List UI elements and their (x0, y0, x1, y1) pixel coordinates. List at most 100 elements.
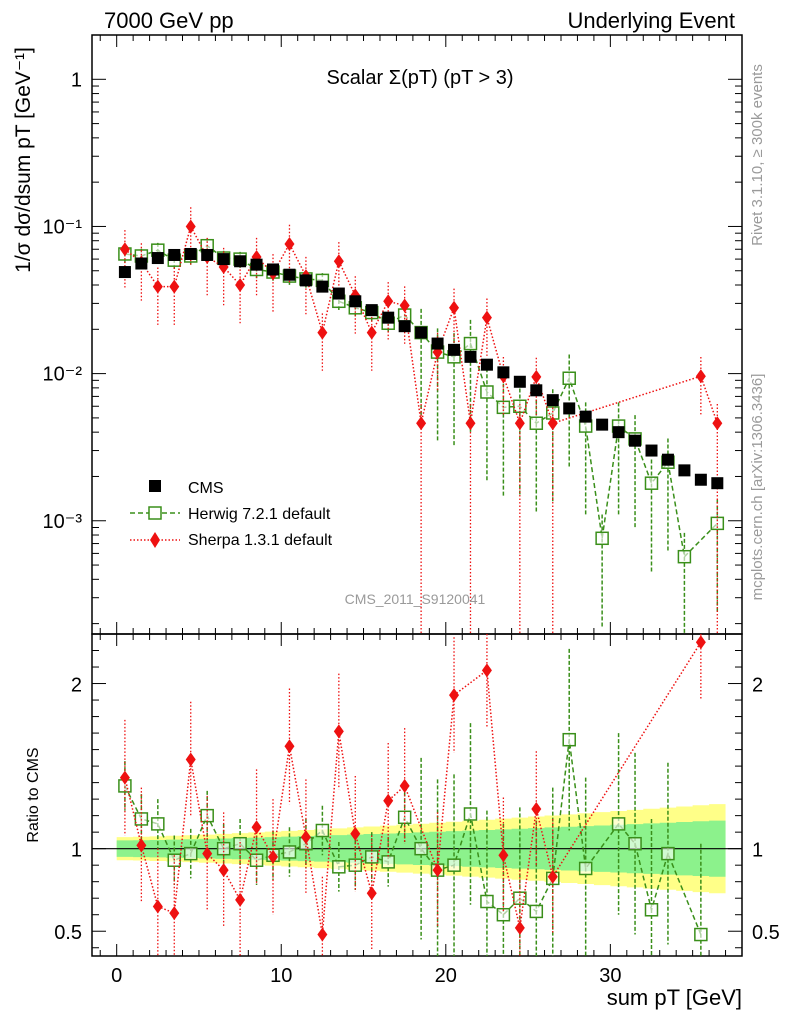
sherpa-ratio-point (119, 770, 130, 785)
sherpa-ratio-point (268, 849, 279, 864)
sherpa-point (119, 242, 130, 257)
cms-point (283, 268, 296, 281)
cms-point (267, 263, 280, 276)
ratio-y-tick-label: 1 (71, 840, 82, 862)
sherpa-ratio-point (449, 688, 460, 703)
sherpa-ratio-point (531, 802, 542, 817)
herwig-point (529, 416, 544, 430)
sherpa-point (169, 279, 180, 294)
sherpa-point (514, 416, 525, 431)
legend-marker-cms (149, 480, 161, 492)
herwig-ratio-point (562, 732, 576, 747)
x-tick-label: 10 (270, 965, 292, 987)
sherpa-ratio-point (498, 848, 509, 863)
cms-point (678, 464, 691, 477)
sherpa-point (481, 310, 492, 325)
legend: CMS Herwig 7.2.1 default Sherpa 1.3.1 de… (130, 480, 333, 549)
cms-point (645, 444, 658, 457)
cms-point (513, 375, 526, 388)
legend-label-sherpa: Sherpa 1.3.1 default (188, 532, 333, 549)
cms-point (415, 326, 428, 339)
herwig-ratio-point (282, 845, 297, 859)
plot-title: Scalar Σ(pT) (pT > 3) (326, 67, 513, 89)
cms-point (612, 426, 625, 439)
cms-point (332, 287, 345, 300)
herwig-ratio-point (233, 836, 247, 851)
herwig-point (463, 336, 478, 351)
cms-point (661, 453, 674, 466)
herwig-point (677, 549, 692, 564)
y-tick-label: 10⁻³ (43, 511, 83, 533)
cms-point (201, 248, 214, 261)
herwig-ratio-point (151, 817, 165, 831)
sherpa-point (152, 279, 163, 294)
sherpa-ratio-point (185, 752, 196, 767)
cms-point (711, 477, 724, 490)
cms-point (546, 394, 559, 407)
cms-point (563, 402, 576, 415)
ratio-y-tick-label-right: 1 (752, 840, 763, 862)
sherpa-point (547, 416, 558, 431)
sherpa-ratio-point (350, 826, 361, 841)
cms-point (382, 311, 395, 324)
sherpa-ratio-point (481, 663, 492, 678)
sherpa-ratio-point (235, 892, 246, 907)
herwig-ratio-line (124, 739, 702, 935)
cms-point (299, 274, 312, 287)
legend-label-herwig: Herwig 7.2.1 default (188, 506, 331, 523)
cms-point (431, 337, 444, 350)
cms-point (234, 255, 247, 268)
sherpa-point (449, 300, 460, 315)
herwig-point (562, 371, 576, 385)
sherpa-point (695, 369, 706, 384)
sherpa-point (465, 416, 476, 431)
sherpa-ratio-point (251, 820, 262, 835)
sherpa-ratio-line (124, 641, 702, 935)
cms-point (579, 410, 592, 423)
herwig-ratio-point (529, 904, 544, 919)
ratio-y-tick-label: 0.5 (54, 922, 82, 944)
cms-point (365, 304, 378, 317)
y-axis-label-main: 1/σ dσ/dsum pT [GeV⁻¹] (12, 47, 35, 273)
x-tick-label: 20 (435, 965, 457, 987)
herwig-point (595, 531, 609, 546)
sherpa-point (712, 416, 723, 431)
sherpa-ratio-point (202, 846, 213, 861)
herwig-ratio-point (578, 861, 593, 876)
x-tick-label: 0 (111, 965, 122, 987)
sherpa-ratio-point (317, 927, 328, 942)
sherpa-ratio-point (136, 838, 147, 853)
herwig-ratio-point (463, 807, 478, 821)
sherpa-point (284, 236, 295, 251)
sherpa-point (383, 294, 394, 309)
herwig-ratio-point (496, 907, 511, 922)
sherpa-ratio-point (152, 899, 163, 914)
cms-point (530, 384, 543, 397)
herwig-ratio-point (628, 836, 642, 851)
ratio-y-tick-label: 2 (71, 675, 82, 697)
y-tick-label: 10⁻¹ (43, 216, 83, 238)
sherpa-ratio-point (695, 635, 706, 650)
sherpa-ratio-point (383, 793, 394, 808)
herwig-ratio-point (414, 841, 428, 856)
sherpa-point (185, 219, 196, 234)
y-tick-label: 10⁻² (43, 364, 83, 386)
cms-point (250, 258, 263, 271)
cms-point (118, 266, 131, 279)
sherpa-point (333, 254, 344, 269)
cms-point (398, 320, 411, 333)
cms-point (349, 295, 362, 308)
cms-point (448, 343, 461, 356)
herwig-ratio-point (381, 855, 395, 869)
rivet-label: Rivet 3.1.10, ≥ 300k events (749, 64, 766, 246)
cms-point (497, 366, 510, 379)
cms-point (217, 253, 230, 266)
legend-marker-herwig (148, 506, 162, 520)
legend-label-cms: CMS (188, 480, 224, 497)
sherpa-ratio-point (169, 906, 180, 921)
herwig-ratio-point (332, 860, 346, 874)
sherpa-ratio-point (284, 739, 295, 754)
main-panel: 1 10⁻¹ 10⁻² 10⁻³ (43, 34, 743, 635)
sherpa-ratio-point (547, 869, 558, 884)
